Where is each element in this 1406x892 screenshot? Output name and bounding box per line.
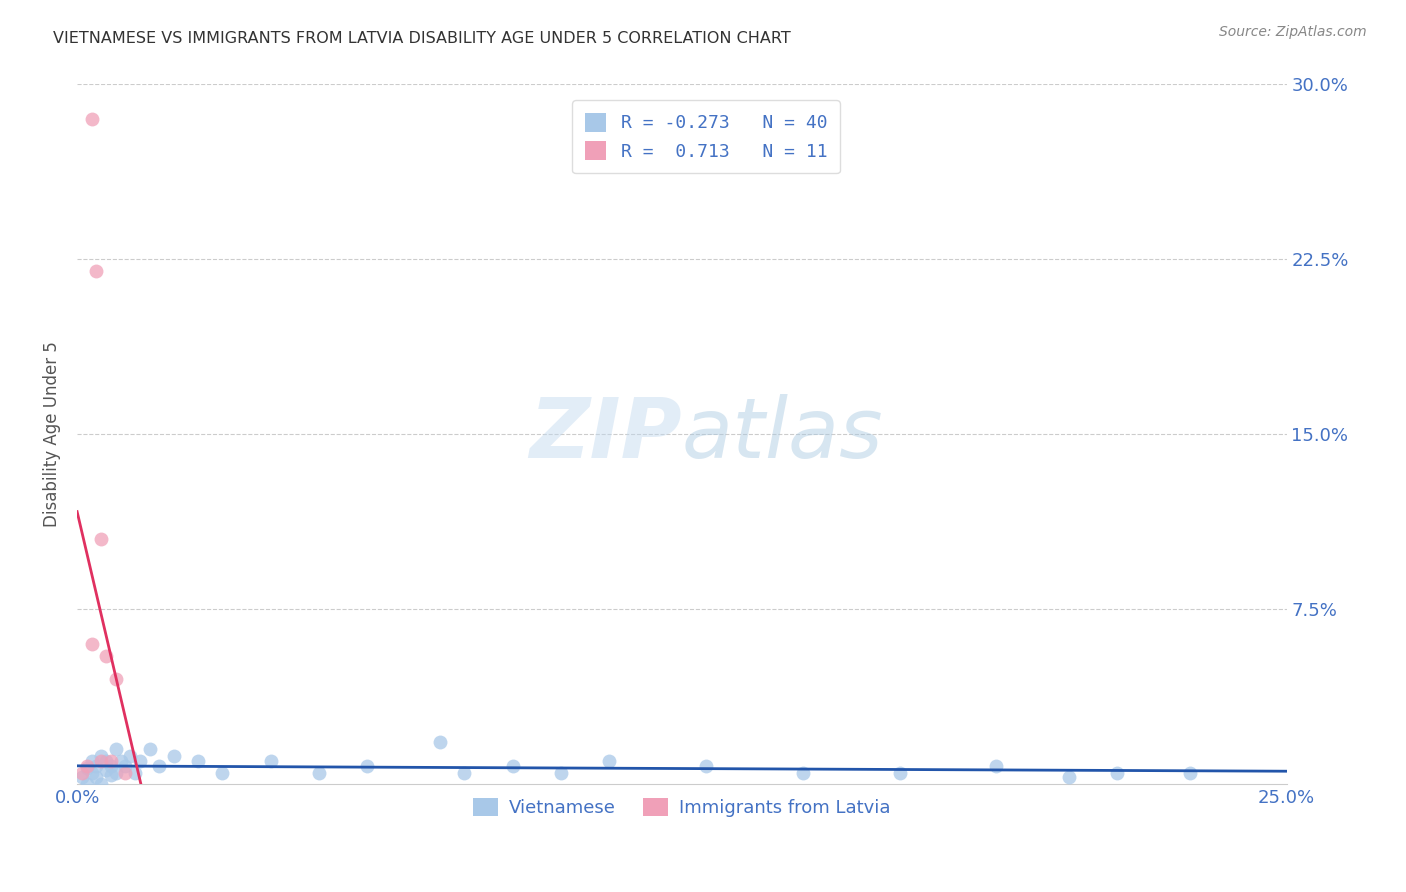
Point bbox=[598, 754, 620, 768]
Point bbox=[259, 754, 281, 768]
Point bbox=[104, 742, 127, 756]
Point bbox=[114, 758, 136, 772]
Point bbox=[80, 637, 103, 651]
Point bbox=[550, 765, 572, 780]
Text: Source: ZipAtlas.com: Source: ZipAtlas.com bbox=[1219, 25, 1367, 39]
Point bbox=[90, 777, 112, 791]
Point bbox=[129, 754, 152, 768]
Point bbox=[308, 765, 330, 780]
Point bbox=[1107, 765, 1129, 780]
Point bbox=[889, 765, 911, 780]
Point bbox=[104, 765, 127, 780]
Legend: Vietnamese, Immigrants from Latvia: Vietnamese, Immigrants from Latvia bbox=[465, 790, 898, 824]
Point bbox=[90, 749, 112, 764]
Point bbox=[453, 765, 475, 780]
Point bbox=[163, 749, 186, 764]
Point bbox=[86, 264, 108, 278]
Point bbox=[86, 758, 108, 772]
Point bbox=[356, 758, 378, 772]
Point bbox=[90, 533, 112, 547]
Point bbox=[502, 758, 524, 772]
Y-axis label: Disability Age Under 5: Disability Age Under 5 bbox=[44, 342, 60, 527]
Point bbox=[90, 754, 112, 768]
Point bbox=[986, 758, 1008, 772]
Point bbox=[70, 765, 93, 780]
Text: VIETNAMESE VS IMMIGRANTS FROM LATVIA DISABILITY AGE UNDER 5 CORRELATION CHART: VIETNAMESE VS IMMIGRANTS FROM LATVIA DIS… bbox=[53, 31, 792, 46]
Point bbox=[76, 758, 98, 772]
Point bbox=[792, 765, 814, 780]
Point bbox=[187, 754, 209, 768]
Point bbox=[429, 735, 451, 749]
Point bbox=[94, 754, 117, 768]
Point bbox=[100, 758, 122, 772]
Point bbox=[76, 761, 98, 775]
Point bbox=[100, 768, 122, 782]
Point bbox=[70, 771, 93, 785]
Point bbox=[110, 754, 132, 768]
Point bbox=[211, 765, 233, 780]
Point bbox=[120, 749, 142, 764]
Text: atlas: atlas bbox=[682, 394, 883, 475]
Point bbox=[76, 777, 98, 791]
Point bbox=[100, 754, 122, 768]
Point bbox=[80, 765, 103, 780]
Point bbox=[1178, 765, 1201, 780]
Point bbox=[695, 758, 717, 772]
Point bbox=[94, 649, 117, 664]
Point bbox=[86, 771, 108, 785]
Point bbox=[148, 758, 170, 772]
Text: ZIP: ZIP bbox=[529, 394, 682, 475]
Point bbox=[138, 742, 160, 756]
Point bbox=[94, 764, 117, 778]
Point bbox=[114, 765, 136, 780]
Point bbox=[80, 112, 103, 127]
Point bbox=[104, 673, 127, 687]
Point bbox=[124, 765, 146, 780]
Point bbox=[80, 754, 103, 768]
Point bbox=[1057, 771, 1080, 785]
